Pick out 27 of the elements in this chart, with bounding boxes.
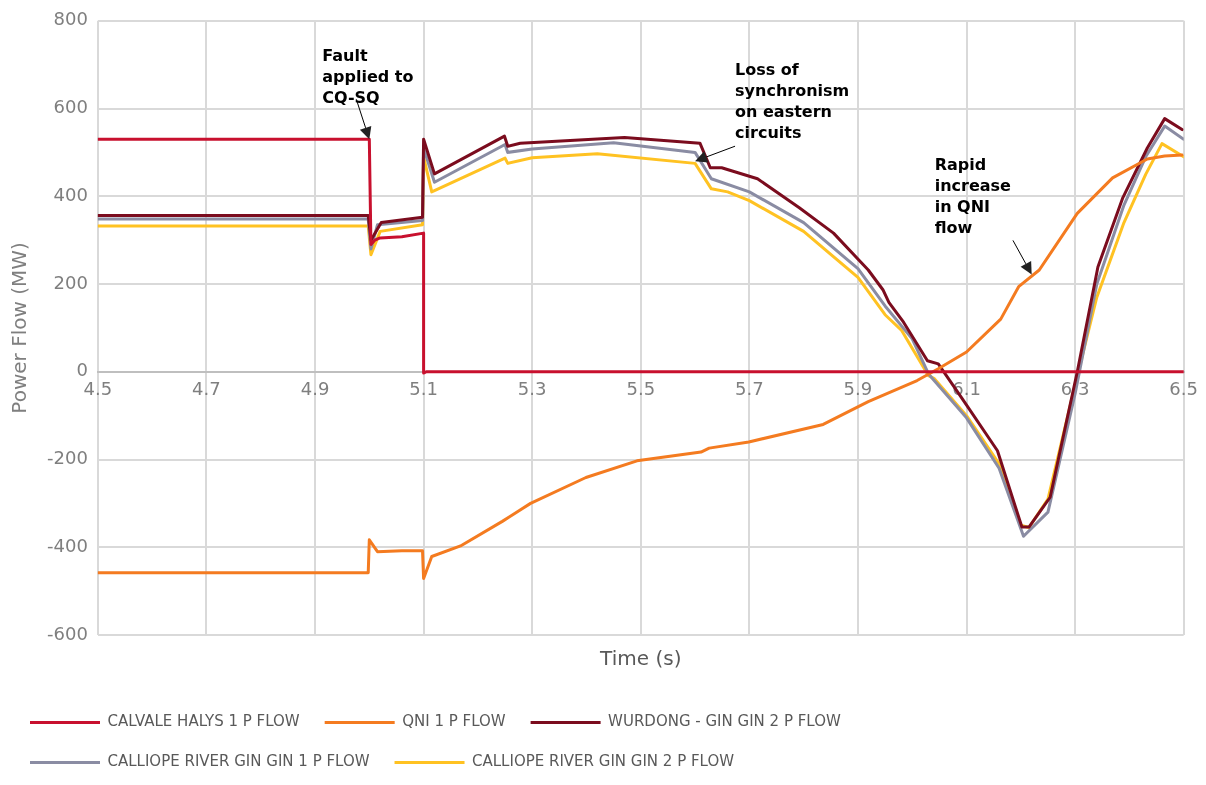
- legend-label: CALVALE HALYS 1 P FLOW: [107, 712, 300, 731]
- x-tick-label: 4.7: [192, 378, 221, 400]
- y-tick-label: -400: [46, 534, 88, 556]
- y-tick-label: 600: [53, 96, 88, 118]
- legend-label: CALLIOPE RIVER GIN GIN 2 P FLOW: [472, 752, 735, 771]
- y-tick-label: 400: [53, 183, 88, 205]
- y-tick-label: -600: [46, 622, 88, 644]
- x-axis-title: Time (s): [599, 646, 682, 671]
- x-tick-label: 6.5: [1169, 378, 1199, 400]
- y-tick-label: 800: [53, 8, 88, 30]
- y-axis-title: Power Flow (MW): [7, 242, 32, 414]
- annotation: Loss of synchronism on eastern circuits: [735, 60, 850, 143]
- x-tick-label: 4.9: [300, 378, 330, 400]
- y-tick-label: 200: [53, 271, 88, 293]
- x-tick-label: 5.1: [409, 378, 438, 400]
- x-tick-label: 5.3: [517, 378, 547, 400]
- annotation: Rapid increase in QNI flow: [934, 154, 1012, 237]
- x-tick-label: 5.9: [843, 378, 873, 400]
- legend-label: QNI 1 P FLOW: [402, 712, 506, 731]
- legend-label: CALLIOPE RIVER GIN GIN 1 P FLOW: [107, 752, 370, 771]
- annotation: Fault applied to CQ-SQ: [322, 46, 414, 108]
- x-tick-label: 5.7: [735, 378, 764, 400]
- y-tick-label: -200: [46, 447, 88, 469]
- y-tick-label: 0: [76, 359, 88, 381]
- x-tick-label: 5.5: [626, 378, 656, 400]
- legend-label: WURDONG - GIN GIN 2 P FLOW: [608, 712, 841, 731]
- x-tick-label: 4.5: [83, 378, 113, 400]
